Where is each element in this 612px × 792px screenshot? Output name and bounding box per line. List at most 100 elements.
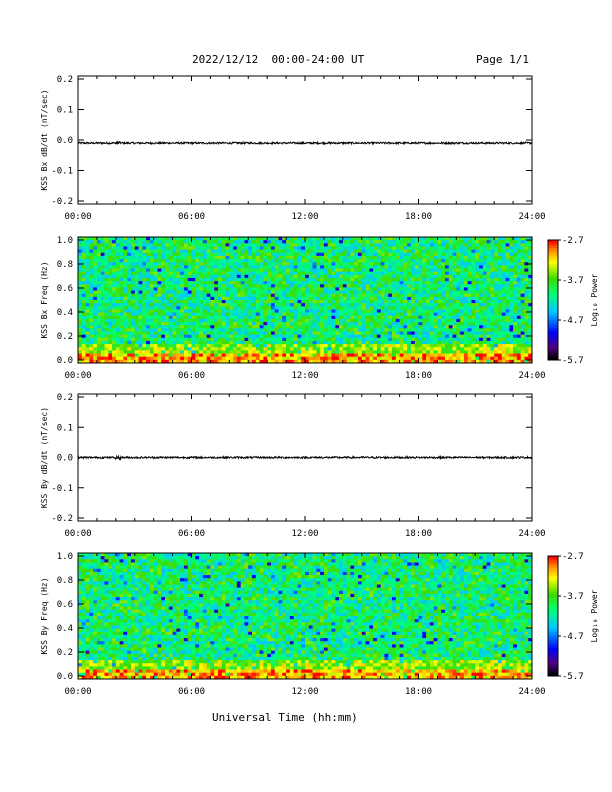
spectrogram-cell xyxy=(365,287,370,291)
spectrogram-cell xyxy=(335,246,340,250)
spectrogram-cell xyxy=(388,290,393,295)
x-tick-label: 12:00 xyxy=(291,212,318,222)
spectrogram-cell xyxy=(130,240,136,244)
spectrogram-cell xyxy=(437,259,442,263)
spectrogram-cell xyxy=(486,312,491,317)
spectrogram-cell xyxy=(138,306,143,310)
spectrogram-cell xyxy=(233,309,238,313)
spectrogram-cell xyxy=(153,318,158,323)
spectrogram-cell xyxy=(217,337,223,342)
spectrogram-cell xyxy=(236,296,242,301)
spectrogram-cell xyxy=(119,249,124,254)
spectrogram-cell xyxy=(490,271,495,276)
spectrogram-cell xyxy=(282,309,287,313)
spectrogram-cell xyxy=(414,359,419,364)
spectrogram-cell xyxy=(180,322,185,326)
spectrogram-cell xyxy=(509,359,514,364)
spectrogram-cell xyxy=(437,303,442,307)
spectrogram-cell xyxy=(89,281,94,285)
spectrogram-cell xyxy=(331,265,336,269)
spectrogram-cell xyxy=(225,237,230,241)
spectrogram-cell xyxy=(305,344,310,348)
spectrogram-cell xyxy=(199,287,204,291)
spectrogram-cell xyxy=(165,243,170,247)
spectrogram-cell xyxy=(516,265,522,269)
spectrogram-cell xyxy=(323,281,329,285)
spectrogram-cell xyxy=(278,353,283,358)
spectrogram-cell xyxy=(426,249,431,254)
spectrogram-cell xyxy=(520,347,525,351)
spectrogram-cell xyxy=(85,315,90,320)
spectrogram-cell xyxy=(138,325,143,329)
spectrogram-cell xyxy=(429,281,435,285)
spectrogram-cell xyxy=(81,284,86,288)
spectrogram-cell xyxy=(282,353,287,358)
spectrogram-cell xyxy=(289,344,295,348)
spectrogram-cell xyxy=(214,328,219,332)
spectrogram-cell xyxy=(429,340,435,345)
spectrogram-cell xyxy=(520,318,525,323)
spectrogram-cell xyxy=(441,359,446,364)
spectrogram-cell xyxy=(161,296,166,301)
spectrogram-cell xyxy=(221,281,226,285)
spectrogram-cell xyxy=(165,284,170,288)
spectrogram-cell xyxy=(217,268,223,273)
spectrogram-cell xyxy=(289,284,295,288)
spectrogram-cell xyxy=(199,312,204,317)
spectrogram-cell xyxy=(452,337,457,342)
spectrogram-cell xyxy=(108,249,113,254)
spectrogram-cell xyxy=(410,293,416,298)
spectrogram-cell xyxy=(115,318,121,323)
spectrogram-cell xyxy=(214,284,219,288)
spectrogram-cell xyxy=(418,296,423,301)
spectrogram-cell xyxy=(305,296,310,301)
spectrogram-cell xyxy=(157,303,162,307)
spectrogram-cell xyxy=(123,252,128,257)
spectrogram-cell xyxy=(146,359,151,364)
spectrogram-cell xyxy=(475,331,480,336)
spectrogram-cell xyxy=(248,350,253,354)
spectrogram-cell xyxy=(146,306,151,310)
spectrogram-cell xyxy=(191,293,196,298)
spectrogram-cell xyxy=(187,249,192,254)
spectrogram-cell xyxy=(354,293,359,298)
spectrogram-cell xyxy=(323,243,329,247)
spectrogram-cell xyxy=(460,240,465,244)
spectrogram-cell xyxy=(354,271,359,276)
spectrogram-cell xyxy=(361,249,366,254)
spectrogram-cell xyxy=(463,252,469,257)
spectrogram-cell xyxy=(165,237,170,241)
spectrogram-cell xyxy=(286,246,291,250)
spectrogram-cell xyxy=(153,281,158,285)
spectrogram-cell xyxy=(214,359,219,364)
spectrogram-cell xyxy=(233,347,238,351)
spectrogram-cell xyxy=(316,303,321,307)
spectrogram-cell xyxy=(263,259,268,263)
spectrogram-cell xyxy=(331,252,336,257)
spectrogram-cell xyxy=(501,255,506,260)
spectrogram-cell xyxy=(176,265,181,269)
spectrogram-cell xyxy=(214,281,219,285)
spectrogram-cell xyxy=(520,322,525,326)
spectrogram-cell xyxy=(202,306,208,310)
spectrogram-cell xyxy=(395,281,400,285)
spectrogram-cell xyxy=(520,271,525,276)
spectrogram-cell xyxy=(308,249,313,254)
spectrogram-cell xyxy=(312,356,317,361)
spectrogram-cell xyxy=(153,277,158,282)
spectrogram-cell xyxy=(456,322,461,326)
spectrogram-cell xyxy=(153,309,158,313)
spectrogram-cell xyxy=(316,309,321,313)
spectrogram-cell xyxy=(407,240,412,244)
spectrogram-cell xyxy=(414,344,419,348)
spectrogram-cell xyxy=(115,331,121,336)
spectrogram-cell xyxy=(263,265,268,269)
spectrogram-cell xyxy=(323,237,329,241)
spectrogram-cell xyxy=(104,240,109,244)
spectrogram-cell xyxy=(195,340,200,345)
spectrogram-cell xyxy=(199,281,204,285)
spectrogram-cell xyxy=(134,255,139,260)
spectrogram-cell xyxy=(354,240,359,244)
spectrogram-cell xyxy=(112,359,117,364)
spectrogram-cell xyxy=(316,347,321,351)
